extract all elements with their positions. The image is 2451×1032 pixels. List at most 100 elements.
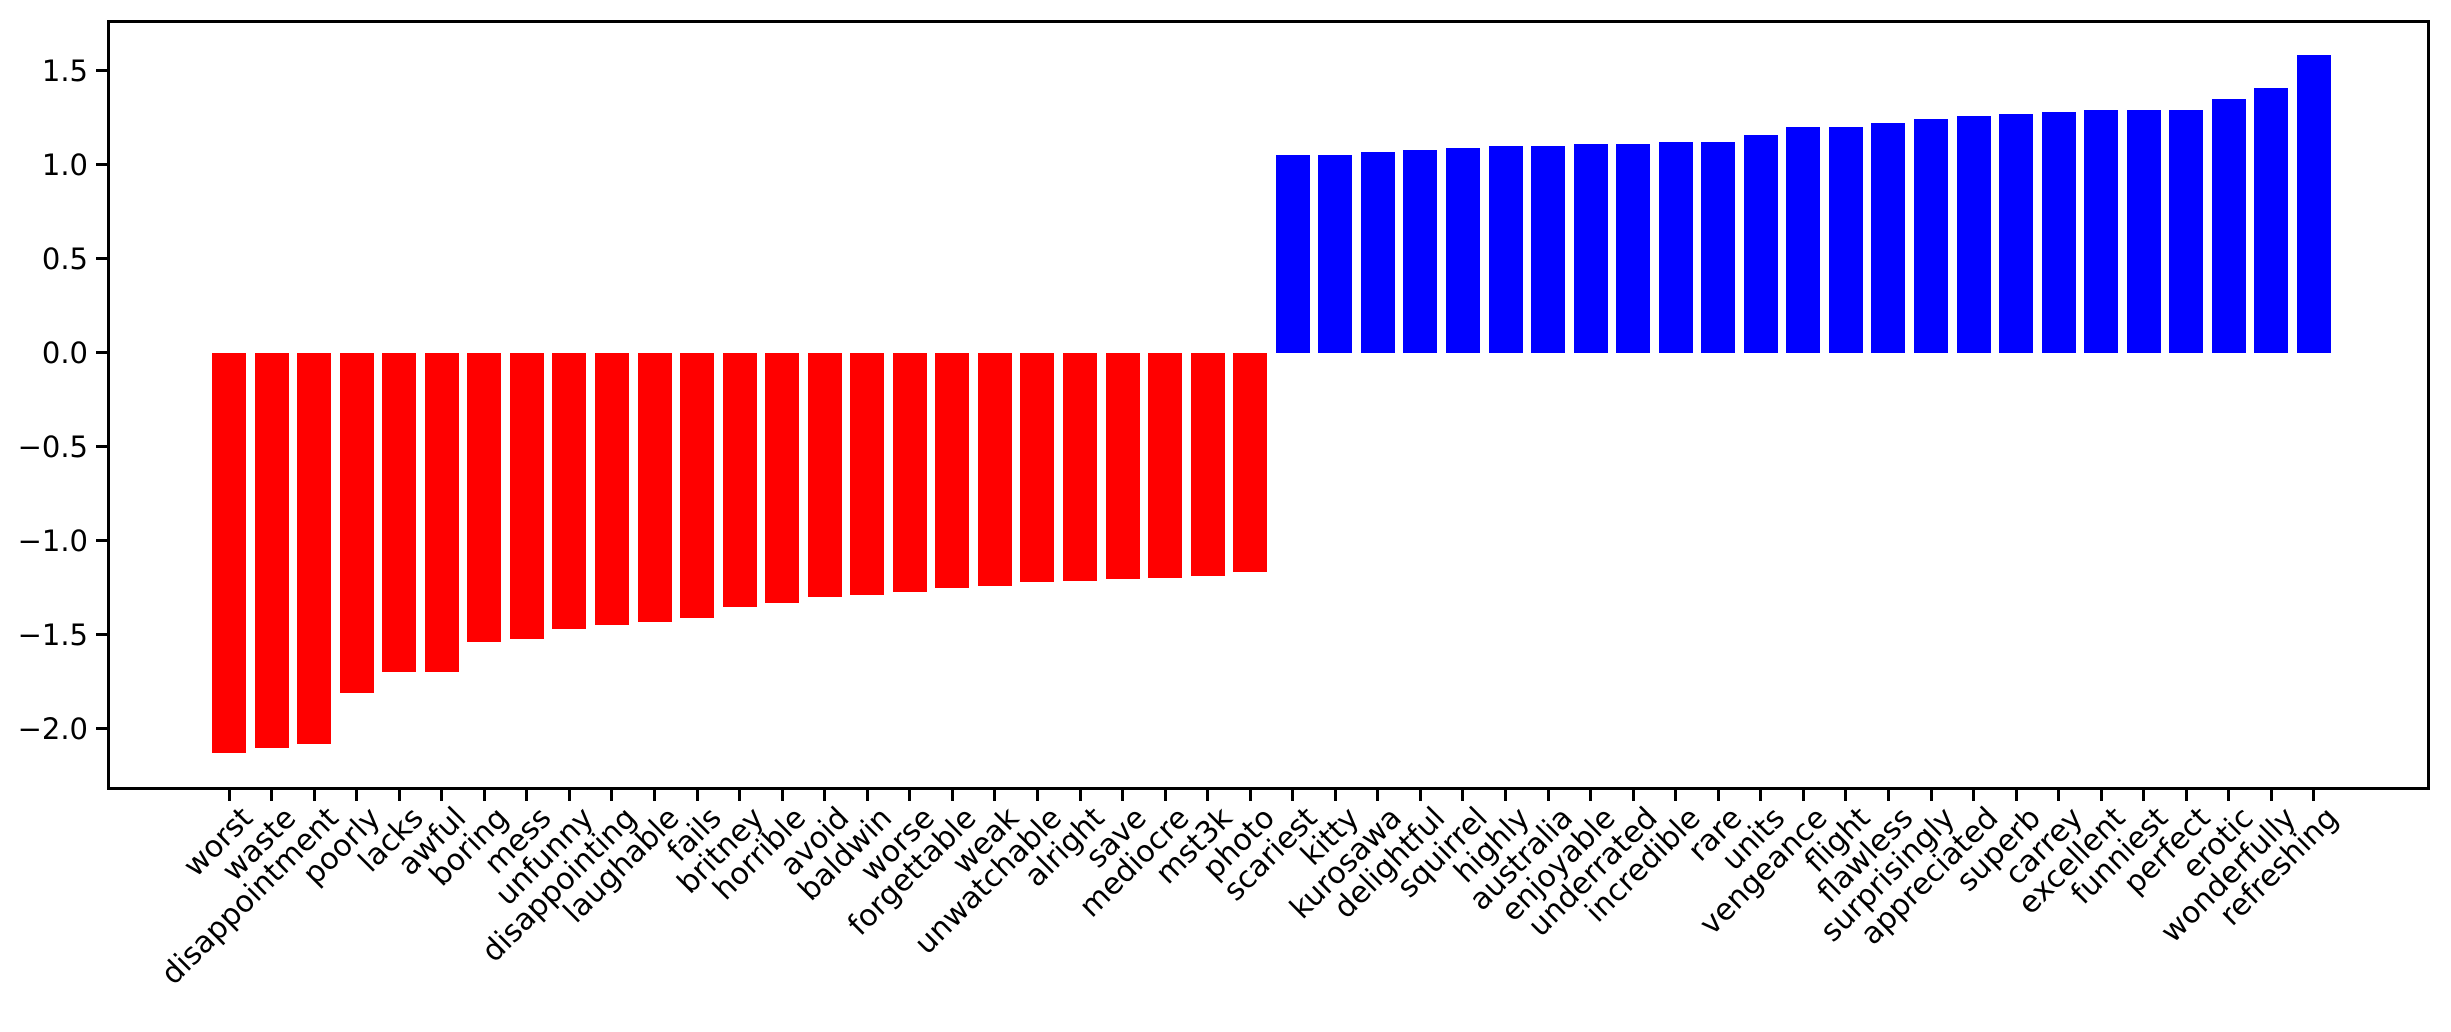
bar-erotic: [2211, 98, 2246, 353]
x-tick-mark: [695, 790, 699, 801]
x-tick-mark: [2312, 790, 2316, 801]
y-tick-mark: [96, 69, 107, 73]
x-tick-mark: [1801, 790, 1805, 801]
bar-flawless: [1871, 123, 1906, 353]
x-tick-mark: [780, 790, 784, 801]
bar-carrey: [2041, 112, 2076, 353]
y-tick-label: 1.0: [41, 147, 88, 182]
bar-weak: [977, 352, 1012, 586]
x-tick-mark: [525, 790, 529, 801]
x-tick-mark: [1844, 790, 1848, 801]
bar-awful: [424, 352, 459, 673]
x-tick-mark: [823, 790, 827, 801]
y-tick-label: −1.0: [17, 523, 88, 558]
bar-alright: [1063, 352, 1098, 582]
x-tick-mark: [738, 790, 742, 801]
x-tick-mark: [1035, 790, 1039, 801]
x-tick-mark: [270, 790, 274, 801]
bar-underrated: [1616, 144, 1651, 353]
y-tick-label: −0.5: [17, 429, 88, 464]
y-tick-mark: [96, 445, 107, 449]
x-tick-mark: [1716, 790, 1720, 801]
x-tick-mark: [1333, 790, 1337, 801]
x-tick-mark: [1886, 790, 1890, 801]
bar-laughable: [637, 352, 672, 622]
bar-unfunny: [552, 352, 587, 630]
x-tick-mark: [2014, 790, 2018, 801]
x-tick-mark: [2227, 790, 2231, 801]
bar-refreshing: [2296, 54, 2331, 353]
x-tick-mark: [1929, 790, 1933, 801]
x-tick-mark: [397, 790, 401, 801]
bar-highly: [1488, 145, 1523, 353]
x-tick-mark: [653, 790, 656, 801]
bar-fails: [680, 352, 715, 618]
x-tick-mark: [908, 790, 912, 801]
x-tick-mark: [865, 790, 869, 801]
x-tick-mark: [1206, 790, 1210, 801]
x-tick-mark: [993, 790, 997, 801]
bar-lacks: [382, 352, 417, 673]
y-tick-mark: [96, 163, 107, 167]
y-tick-mark: [96, 351, 107, 355]
bar-forgettable: [935, 352, 970, 588]
y-tick-mark: [96, 257, 107, 261]
y-tick-mark: [96, 539, 107, 543]
x-tick-mark: [440, 790, 444, 801]
bar-save: [1105, 352, 1140, 580]
x-tick-mark: [1418, 790, 1422, 801]
x-tick-mark: [1461, 790, 1465, 801]
x-tick-mark: [2269, 790, 2273, 801]
bar-mst3k: [1190, 352, 1225, 576]
bar-flight: [1828, 127, 1863, 353]
bar-disappointing: [594, 352, 629, 626]
x-tick-mark: [1546, 790, 1550, 801]
x-tick-mark: [610, 790, 614, 801]
bar-kitty: [1318, 155, 1353, 353]
bar-poorly: [339, 352, 374, 694]
y-tick-mark: [96, 727, 107, 731]
x-tick-mark: [1759, 790, 1763, 801]
x-tick-mark: [482, 790, 486, 801]
bar-baldwin: [850, 352, 885, 596]
x-tick-mark: [227, 790, 231, 801]
x-tick-mark: [1504, 790, 1508, 801]
x-tick-mark: [950, 790, 954, 801]
bar-avoid: [807, 352, 842, 598]
bar-perfect: [2169, 110, 2204, 353]
x-tick-mark: [312, 790, 316, 801]
y-tick-label: −2.0: [17, 711, 88, 746]
bar-photo: [1233, 352, 1268, 572]
bar-surprisingly: [1914, 118, 1949, 353]
bar-mediocre: [1148, 352, 1183, 579]
bar-delightful: [1403, 149, 1438, 353]
x-tick-mark: [1121, 790, 1125, 801]
bar-excellent: [2084, 110, 2119, 353]
bar-worse: [892, 352, 927, 592]
bar-wonderfully: [2254, 87, 2289, 353]
bar-kurosawa: [1360, 151, 1395, 353]
bar-units: [1743, 134, 1778, 353]
y-tick-label: 0.0: [41, 335, 88, 370]
bar-britney: [722, 352, 757, 607]
x-tick-mark: [2184, 790, 2188, 801]
x-tick-mark: [355, 790, 359, 801]
x-tick-mark: [2057, 790, 2061, 801]
bar-worst: [212, 352, 246, 754]
bar-scariest: [1275, 155, 1310, 353]
x-tick-mark: [1078, 790, 1082, 801]
x-tick-mark: [2142, 790, 2146, 801]
y-tick-label: 0.5: [41, 241, 88, 276]
bar-squirrel: [1445, 147, 1480, 353]
x-tick-mark: [2099, 790, 2103, 801]
x-tick-mark: [1589, 790, 1593, 801]
bar-enjoyable: [1573, 144, 1608, 353]
x-tick-mark: [1376, 790, 1380, 801]
y-tick-label: 1.5: [41, 53, 88, 88]
bar-mess: [509, 352, 544, 639]
x-tick-mark: [1163, 790, 1167, 801]
x-tick-mark: [1291, 790, 1295, 801]
x-tick-mark: [1674, 790, 1678, 801]
bar-australia: [1531, 145, 1566, 353]
x-tick-mark: [1248, 790, 1252, 801]
